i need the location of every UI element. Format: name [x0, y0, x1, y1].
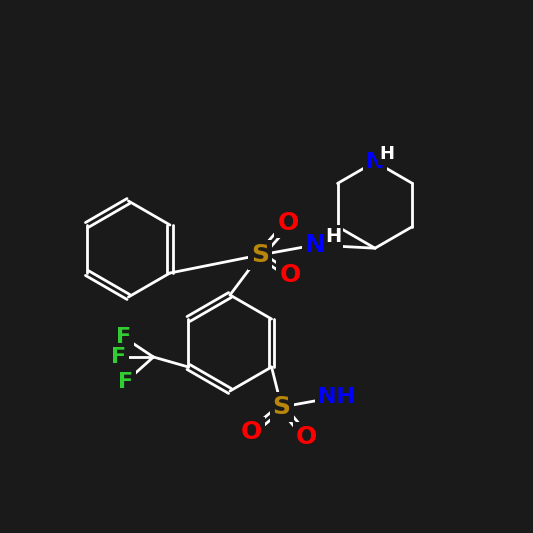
- Text: O: O: [296, 425, 317, 449]
- Text: O: O: [279, 263, 301, 287]
- Text: N: N: [366, 152, 384, 172]
- Text: H: H: [379, 145, 394, 163]
- Text: H: H: [325, 228, 341, 246]
- Text: NH: NH: [318, 387, 355, 407]
- Text: S: S: [272, 395, 290, 419]
- Text: O: O: [241, 420, 262, 444]
- Text: F: F: [118, 372, 133, 392]
- Text: S: S: [251, 243, 269, 267]
- Text: F: F: [116, 327, 131, 347]
- Text: N: N: [304, 233, 326, 257]
- Text: F: F: [111, 347, 126, 367]
- Text: O: O: [277, 211, 298, 235]
